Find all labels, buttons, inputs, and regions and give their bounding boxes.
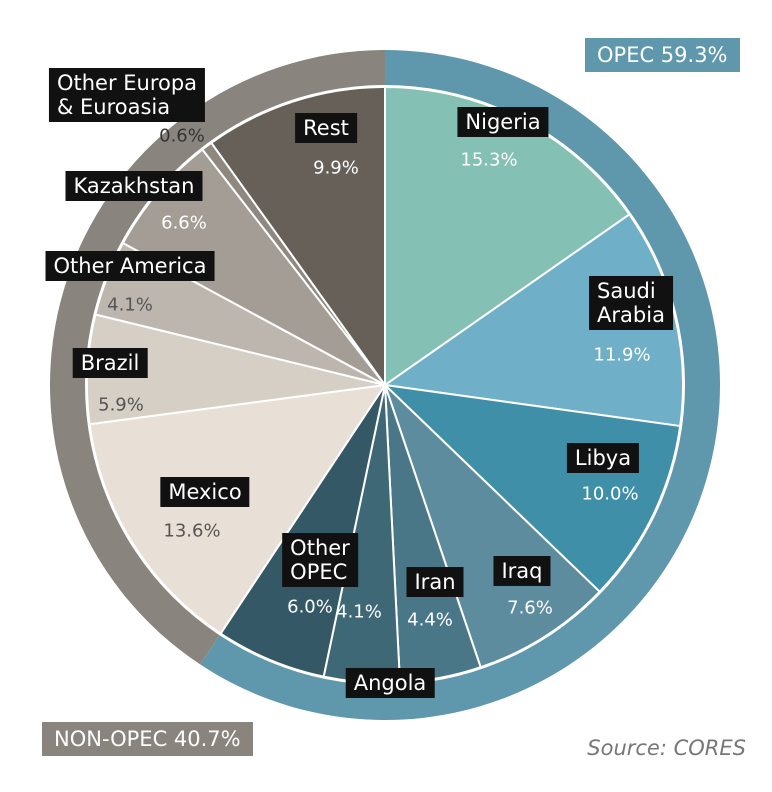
source: Source: CORES <box>587 736 746 760</box>
slice-label: Iraq <box>493 556 551 586</box>
slice-label: Kazakhstan <box>65 171 203 201</box>
slice <box>384 384 682 593</box>
slice-label: Rest <box>295 113 357 143</box>
value-label: 9.9% <box>313 157 359 179</box>
slice-label: Other Europa & Euroasia <box>48 68 206 122</box>
group-label: NON-OPEC 40.7% <box>42 722 253 756</box>
slice <box>384 213 684 428</box>
slice-label: Angola <box>345 668 435 698</box>
slice-label: Mexico <box>160 477 250 507</box>
slice <box>384 384 601 669</box>
value-label: 15.3% <box>460 149 518 171</box>
value-label: 7.6% <box>507 597 553 619</box>
value-label: 4.4% <box>407 609 453 631</box>
slice-label: Saudi Arabia <box>589 276 673 330</box>
slice-label: Brazil <box>72 348 148 378</box>
slice-label: Nigeria <box>457 107 549 137</box>
slice <box>88 384 386 635</box>
value-label: 6.6% <box>161 212 207 234</box>
slice-label: Iran <box>406 567 464 597</box>
value-label: 4.1% <box>336 601 382 623</box>
value-label: 6.0% <box>287 596 333 618</box>
slice <box>210 86 386 386</box>
value-label: 11.9% <box>593 344 651 366</box>
slice-label: Other America <box>45 251 215 281</box>
value-label: 5.9% <box>98 394 144 416</box>
slice-label: Other OPEC <box>282 533 358 587</box>
value-label: 13.6% <box>163 520 221 542</box>
value-label: 4.1% <box>107 294 153 316</box>
value-label: 0.6% <box>159 125 205 147</box>
slice-label: Libya <box>566 443 640 473</box>
value-label: 10.0% <box>581 483 639 505</box>
group-label: OPEC 59.3% <box>585 38 740 72</box>
